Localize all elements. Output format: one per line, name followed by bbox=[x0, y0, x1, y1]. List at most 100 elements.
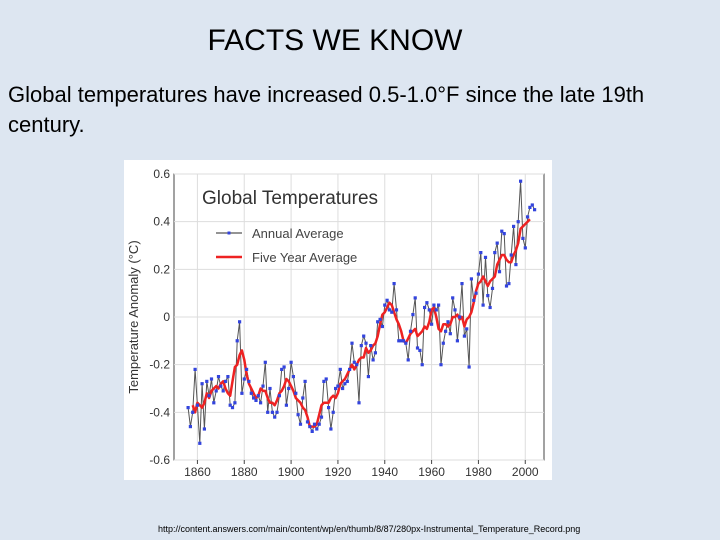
annual-point bbox=[428, 308, 431, 311]
annual-point bbox=[435, 308, 438, 311]
annual-point bbox=[531, 203, 534, 206]
annual-point bbox=[524, 246, 527, 249]
annual-point bbox=[268, 387, 271, 390]
annual-point bbox=[472, 299, 475, 302]
annual-point bbox=[437, 304, 440, 307]
annual-point bbox=[336, 385, 339, 388]
annual-point bbox=[390, 311, 393, 314]
source-caption: http://content.answers.com/main/content/… bbox=[158, 524, 580, 534]
annual-point bbox=[362, 335, 365, 338]
annual-point bbox=[521, 237, 524, 240]
annual-point bbox=[306, 420, 309, 423]
slide-title: FACTS WE KNOW bbox=[0, 24, 670, 58]
annual-point bbox=[449, 332, 452, 335]
annual-point bbox=[245, 368, 248, 371]
annual-point bbox=[414, 296, 417, 299]
x-tick-label: 1880 bbox=[231, 465, 258, 479]
temperature-chart: -0.6 -0.4 -0.2 0 0.2 0.4 0.6 1860 1880 1900 1920 19… bbox=[124, 160, 552, 480]
annual-point bbox=[238, 320, 241, 323]
annual-point bbox=[439, 363, 442, 366]
annual-point bbox=[196, 404, 199, 407]
legend-annual-marker bbox=[228, 232, 231, 235]
x-tick-label: 2000 bbox=[512, 465, 539, 479]
annual-point bbox=[233, 401, 236, 404]
y-tick-label: 0 bbox=[163, 310, 170, 324]
legend-annual-label: Annual Average bbox=[252, 226, 344, 241]
annual-point bbox=[383, 304, 386, 307]
annual-point bbox=[348, 368, 351, 371]
annual-point bbox=[308, 425, 311, 428]
annual-point bbox=[201, 382, 204, 385]
annual-point bbox=[470, 277, 473, 280]
annual-point bbox=[423, 306, 426, 309]
annual-point bbox=[496, 242, 499, 245]
annual-point bbox=[486, 294, 489, 297]
annual-point bbox=[259, 401, 262, 404]
annual-point bbox=[224, 380, 227, 383]
annual-point bbox=[503, 232, 506, 235]
annual-point bbox=[327, 406, 330, 409]
x-tick-label: 1900 bbox=[278, 465, 305, 479]
annual-point bbox=[243, 377, 246, 380]
annual-point bbox=[198, 442, 201, 445]
annual-point bbox=[315, 427, 318, 430]
legend-five-year-label: Five Year Average bbox=[252, 250, 357, 265]
annual-point bbox=[421, 363, 424, 366]
annual-point bbox=[395, 308, 398, 311]
annual-point bbox=[285, 404, 288, 407]
y-tick-label: -0.2 bbox=[149, 358, 170, 372]
annual-point bbox=[425, 301, 428, 304]
annual-point bbox=[290, 361, 293, 364]
annual-point bbox=[533, 208, 536, 211]
annual-point bbox=[458, 315, 461, 318]
x-tick-label: 1860 bbox=[184, 465, 211, 479]
annual-point bbox=[404, 342, 407, 345]
annual-point bbox=[444, 330, 447, 333]
annual-point bbox=[369, 344, 372, 347]
annual-point bbox=[292, 375, 295, 378]
annual-point bbox=[357, 401, 360, 404]
annual-point bbox=[498, 270, 501, 273]
annual-point bbox=[329, 427, 332, 430]
annual-point bbox=[240, 392, 243, 395]
annual-point bbox=[203, 427, 206, 430]
annual-point bbox=[430, 323, 433, 326]
annual-point bbox=[247, 380, 250, 383]
annual-point bbox=[465, 327, 468, 330]
annual-point bbox=[386, 299, 389, 302]
annual-point bbox=[222, 389, 225, 392]
annual-point bbox=[208, 394, 211, 397]
annual-point bbox=[297, 413, 300, 416]
annual-point bbox=[360, 344, 363, 347]
annual-point bbox=[510, 253, 513, 256]
annual-point bbox=[355, 363, 358, 366]
annual-point bbox=[514, 263, 517, 266]
annual-point bbox=[367, 375, 370, 378]
annual-point bbox=[294, 392, 297, 395]
annual-point bbox=[432, 304, 435, 307]
annual-point bbox=[257, 394, 260, 397]
annual-point bbox=[219, 385, 222, 388]
annual-point bbox=[217, 375, 220, 378]
annual-point bbox=[381, 325, 384, 328]
annual-point bbox=[261, 385, 264, 388]
annual-point bbox=[411, 313, 414, 316]
annual-point bbox=[273, 416, 276, 419]
annual-point bbox=[341, 387, 344, 390]
annual-point bbox=[477, 273, 480, 276]
annual-point bbox=[212, 401, 215, 404]
annual-point bbox=[205, 380, 208, 383]
annual-point bbox=[463, 335, 466, 338]
chart-svg: -0.6 -0.4 -0.2 0 0.2 0.4 0.6 1860 1880 1900 1920 19… bbox=[124, 160, 552, 480]
annual-point bbox=[418, 349, 421, 352]
annual-point bbox=[194, 368, 197, 371]
annual-point bbox=[189, 425, 192, 428]
annual-point bbox=[372, 358, 375, 361]
annual-point bbox=[453, 308, 456, 311]
annual-point bbox=[275, 411, 278, 414]
annual-point bbox=[374, 351, 377, 354]
annual-point bbox=[325, 377, 328, 380]
annual-point bbox=[320, 416, 323, 419]
annual-point bbox=[512, 225, 515, 228]
y-tick-label: -0.6 bbox=[149, 453, 170, 467]
